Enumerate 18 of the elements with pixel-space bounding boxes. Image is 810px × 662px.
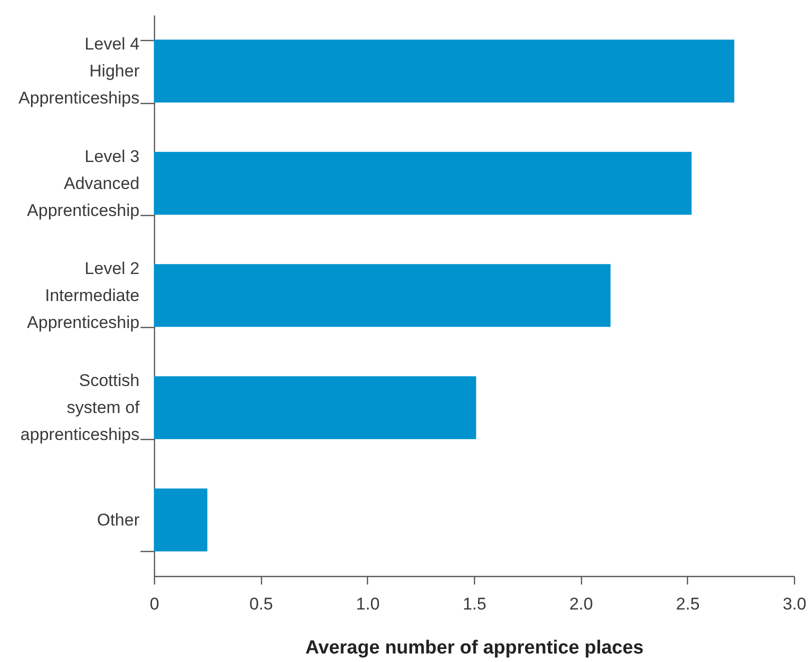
bar — [154, 488, 208, 552]
y-tick-label: Level 4 Higher Apprenticeships — [18, 34, 140, 108]
y-tick-label: Scottish system of apprenticeships — [20, 371, 140, 444]
bar — [154, 376, 476, 440]
x-tick-label: 0 — [150, 594, 160, 614]
x-tick-label: 0.5 — [249, 594, 273, 614]
x-axis-title: Average number of apprentice places — [305, 638, 644, 658]
x-tick-label: 1.5 — [462, 594, 486, 614]
bar — [154, 40, 734, 103]
bar — [154, 264, 611, 327]
bar — [154, 152, 692, 215]
x-tick-label: 1.0 — [356, 594, 380, 614]
y-tick-label: Other — [96, 510, 140, 530]
x-tick-label: 2.5 — [676, 594, 700, 614]
x-tick-label: 2.0 — [569, 594, 593, 614]
y-tick-label: Level 3 Advanced Apprenticeship — [27, 146, 140, 220]
y-tick-label: Level 2 Intermediate Apprenticeship — [27, 259, 140, 332]
x-tick-label: 3.0 — [782, 594, 806, 614]
